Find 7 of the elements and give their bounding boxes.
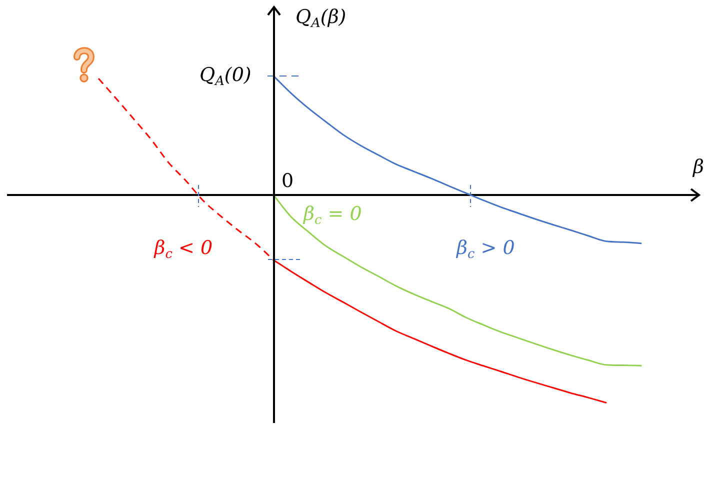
series-label: β$_{c}$ > 0 bbox=[456, 236, 515, 262]
x-axis-title: β bbox=[693, 156, 704, 179]
ref-line-label: Q$_{A}$(0) bbox=[200, 64, 252, 89]
y-axis-title: Q$_{A}$(β) bbox=[296, 6, 346, 31]
series-label: β$_{c}$ = 0 bbox=[304, 202, 362, 228]
annotation: 0 bbox=[282, 170, 294, 193]
text: β$_{c}$ < 0 bbox=[154, 236, 213, 262]
